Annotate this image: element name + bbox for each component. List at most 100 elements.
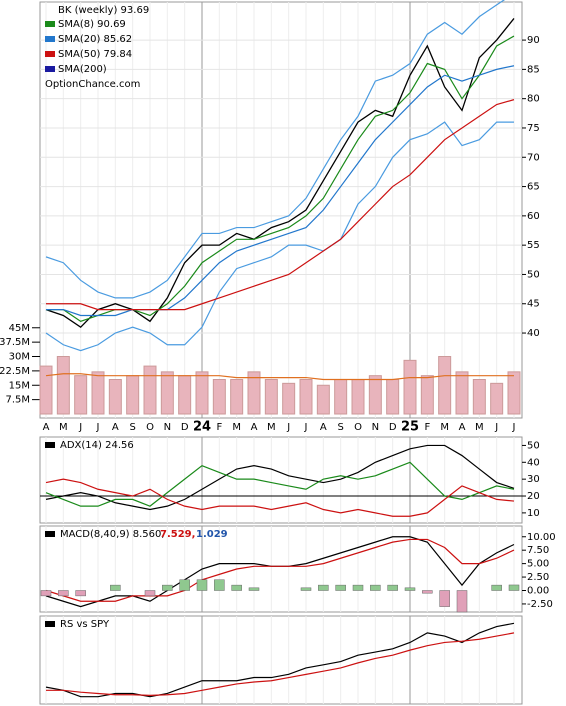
title-swatch	[45, 621, 55, 627]
x-tick-label: M	[59, 422, 68, 433]
series-line	[45, 622, 515, 698]
x-tick-label: A	[320, 422, 327, 433]
y-tick-label: 55	[527, 240, 540, 251]
volume-bar	[386, 379, 400, 415]
histogram-bar	[162, 584, 173, 591]
y-tick-label: 10	[527, 508, 540, 519]
histogram-bar	[179, 579, 190, 591]
title-swatch	[45, 531, 55, 537]
x-tick-label: D	[181, 422, 189, 433]
histogram-bar	[404, 587, 416, 591]
series-line	[46, 632, 515, 696]
x-tick-label: J	[286, 422, 290, 433]
histogram-bar	[422, 590, 433, 594]
y-tick-label: 80	[527, 94, 540, 105]
y-tick-label: 7.5M	[5, 395, 30, 406]
volume-bar	[282, 382, 296, 415]
volume-bar	[108, 379, 122, 415]
histogram-bar	[248, 587, 260, 591]
histogram-bar	[456, 590, 468, 613]
volume-bar	[490, 382, 504, 415]
series-line	[45, 373, 514, 381]
x-tick-label: F	[216, 422, 222, 433]
histogram-bar	[318, 584, 329, 591]
volume-bar	[403, 359, 417, 415]
series-line	[46, 99, 515, 311]
series-line	[45, 444, 515, 511]
y-tick-label: 50	[527, 440, 540, 451]
x-tick-label: M	[267, 422, 276, 433]
annotation: 1.029	[196, 529, 228, 540]
y-tick-label: 30M	[9, 352, 30, 363]
x-tick-label: J	[304, 422, 308, 433]
adx-panel	[39, 436, 523, 524]
y-tick-label: 10.00	[527, 532, 556, 543]
volume-bar	[507, 371, 521, 415]
histogram-bar	[335, 584, 346, 591]
legend-swatch	[45, 36, 55, 42]
series-line	[45, 461, 515, 507]
y-tick-label: 65	[527, 182, 540, 193]
legend-label: SMA(8) 90.69	[58, 19, 126, 30]
series-line	[45, 18, 515, 329]
x-tick-label: O	[354, 422, 362, 433]
volume-bar	[91, 371, 105, 415]
y-tick-label: -2.50	[527, 599, 553, 610]
volume-bar	[247, 371, 261, 415]
y-tick-label: 40	[527, 457, 540, 468]
x-tick-label: M	[440, 422, 449, 433]
legend-label: SMA(50) 79.84	[58, 49, 132, 60]
y-tick-label: 22.5M	[0, 366, 30, 377]
macd-panel	[39, 525, 523, 613]
x-tick-label: 25	[401, 420, 419, 435]
annotation: 7.529,	[160, 529, 195, 540]
histogram-bar	[40, 590, 52, 597]
volume-bar	[299, 379, 313, 415]
rs-panel	[39, 615, 523, 705]
legend-swatch	[45, 51, 55, 57]
volume-bar	[160, 371, 174, 415]
price-panel	[39, 1, 523, 419]
title-swatch	[45, 442, 55, 448]
volume-bar	[351, 379, 365, 415]
x-tick-label: J	[78, 422, 82, 433]
x-tick-label: A	[459, 422, 466, 433]
histogram-bar	[508, 584, 520, 591]
y-tick-label: 40	[527, 328, 540, 339]
volume-bar	[195, 371, 209, 415]
y-tick-label: 2.50	[527, 572, 549, 583]
histogram-bar	[144, 590, 156, 597]
histogram-bar	[75, 590, 86, 597]
y-tick-label: 0.00	[527, 586, 549, 597]
y-tick-label: 45	[527, 299, 540, 310]
panel-title: MACD(8,40,9) 8.560,	[60, 529, 165, 540]
series-line	[46, 65, 515, 317]
volume-bar	[264, 379, 278, 415]
y-tick-label: 45M	[9, 323, 30, 334]
y-tick-label: 20	[527, 491, 540, 502]
y-tick-label: 37.5M	[0, 337, 30, 348]
series-line	[45, 0, 506, 299]
histogram-bar	[214, 579, 225, 591]
y-tick-label: 75	[527, 123, 540, 134]
x-tick-label: 24	[193, 420, 211, 435]
x-tick-label: J	[512, 422, 516, 433]
x-tick-label: A	[43, 422, 50, 433]
volume-bar	[334, 379, 348, 415]
y-tick-label: 70	[527, 152, 540, 163]
x-tick-label: S	[129, 422, 135, 433]
y-tick-label: 7.50	[527, 545, 549, 556]
x-tick-label: M	[232, 422, 241, 433]
legend-swatch	[45, 21, 55, 27]
histogram-bar	[58, 590, 69, 597]
legend-label: SMA(200)	[58, 64, 107, 75]
subtitle: OptionChance.com	[45, 79, 140, 90]
x-tick-label: A	[112, 422, 119, 433]
y-tick-label: 15M	[9, 380, 30, 391]
volume-bar	[212, 379, 226, 415]
x-tick-label: N	[372, 422, 379, 433]
histogram-bar	[231, 584, 242, 591]
volume-bar	[126, 375, 140, 415]
volume-bar	[39, 365, 53, 415]
